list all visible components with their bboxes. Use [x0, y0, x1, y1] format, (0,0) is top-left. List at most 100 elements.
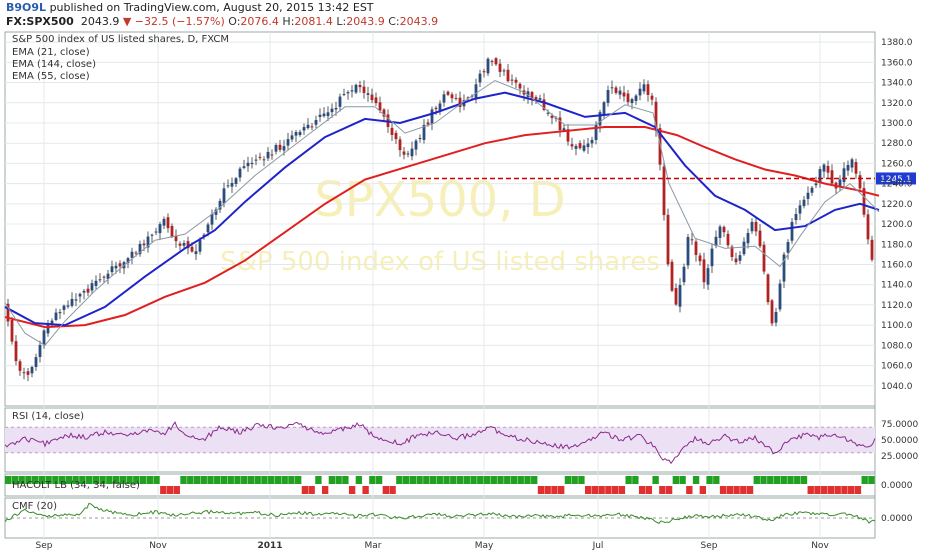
ema-55-path	[4, 91, 880, 327]
open-value: 2076.4	[240, 15, 279, 28]
candle-body	[322, 113, 326, 117]
price-tick-label: 1180.0	[881, 240, 913, 250]
candle-body	[66, 305, 70, 307]
candle-body	[746, 232, 750, 244]
published-text: published on TradingView.com, August 20,…	[49, 1, 374, 14]
candle-body	[654, 101, 658, 130]
candle-body	[314, 119, 318, 125]
hacolt-bar-down	[166, 486, 174, 494]
hacolt-bar-down	[719, 486, 727, 494]
hacolt-bar-up	[274, 476, 282, 484]
candle-body	[618, 90, 622, 95]
candle-body	[258, 156, 262, 158]
hacolt-bar-up	[794, 476, 801, 484]
candle-body	[30, 367, 34, 374]
hacolt-bar-up	[524, 476, 531, 484]
candle-body	[510, 79, 514, 81]
candle-body	[218, 200, 222, 210]
hacolt-bar-up	[409, 476, 416, 484]
hacolt-bar-down	[841, 486, 848, 494]
cmf-path	[4, 502, 876, 524]
candle-body	[74, 299, 78, 301]
hacolt-bar-up	[800, 476, 808, 484]
candle-body	[254, 159, 258, 161]
hacolt-bar-up	[672, 476, 680, 484]
hacolt-bar-down	[834, 486, 841, 494]
candle-body	[98, 279, 102, 281]
candle-body	[82, 290, 86, 293]
candle-body	[478, 73, 482, 83]
time-tick-label: Jul	[592, 541, 604, 550]
rsi-label[interactable]: RSI (14, close)	[12, 411, 85, 422]
price-tick-label: 1140.0	[881, 281, 913, 291]
candle-body	[90, 283, 94, 291]
hacolt-bar-down	[665, 486, 673, 494]
candle-body	[626, 93, 630, 103]
time-tick-label: Mar	[365, 541, 382, 550]
hacolt-bar-up	[85, 476, 93, 484]
candle-body	[70, 298, 74, 306]
candle-body	[806, 192, 810, 199]
hacolt-bar-down	[598, 486, 605, 494]
watermark-description: S&P 500 index of US listed shares	[220, 247, 660, 277]
candle-body	[850, 159, 854, 168]
candle-body	[394, 132, 398, 140]
candle-body	[178, 243, 182, 246]
candle-body	[630, 99, 634, 104]
hacolt-bar-up	[200, 476, 207, 484]
candle-body	[594, 124, 598, 141]
cmf-label[interactable]: CMF (20)	[12, 501, 58, 512]
legend-ema55[interactable]: EMA (55, close)	[12, 71, 90, 82]
candle-body	[210, 214, 214, 225]
candle-body	[110, 266, 114, 273]
hacolt-bar-up	[564, 476, 572, 484]
high-label: H:	[282, 15, 295, 28]
hacolt-bar-down	[848, 486, 855, 494]
hacolt-label[interactable]: HACOLT LB (34, 34, false)	[12, 480, 140, 491]
candle-body	[698, 255, 702, 262]
legend-ema144[interactable]: EMA (144, close)	[12, 59, 96, 70]
candle-body	[450, 94, 454, 99]
candle-body	[6, 303, 10, 322]
hacolt-bar-up	[38, 476, 46, 484]
hacolt-bar-up	[450, 476, 457, 484]
hacolt-bar-up	[261, 476, 268, 484]
hacolt-bar-up	[355, 476, 363, 484]
hacolt-bar-up	[713, 476, 720, 484]
candle-body	[606, 90, 610, 103]
candle-body	[742, 241, 746, 255]
hacolt-bar-up	[416, 476, 423, 484]
time-axis[interactable]: Sep Nov 2011 Mar May Jul Sep Nov	[36, 541, 830, 550]
candle-body	[358, 85, 362, 88]
candle-body	[250, 162, 254, 165]
hacolt-bar-up	[214, 476, 221, 484]
author-name[interactable]: B9O9L	[6, 1, 47, 14]
hacolt-bar-up	[767, 476, 774, 484]
legend-ema21[interactable]: EMA (21, close)	[12, 47, 90, 58]
resistance-level[interactable]: 1245.1	[402, 172, 916, 185]
hacolt-bar-up	[443, 476, 450, 484]
hacolt-bar-up	[868, 476, 875, 484]
hacolt-bar-down	[558, 486, 565, 494]
hacolt-bar-up	[180, 476, 187, 484]
hacolt-bars: 0.0000	[5, 476, 913, 494]
candle-body	[506, 69, 510, 82]
candle-body	[434, 107, 438, 110]
candle-body	[782, 254, 786, 282]
hacolt-bar-up	[5, 476, 12, 484]
candle-body	[602, 102, 606, 115]
hacolt-bar-up	[531, 476, 538, 484]
candle-body	[486, 58, 490, 74]
hacolt-bar-up	[133, 476, 140, 484]
candle-body	[302, 127, 306, 131]
rsi-tick-label: 75.0000	[881, 420, 918, 430]
candle-body	[326, 112, 330, 117]
hacolt-bar-down	[726, 486, 733, 494]
hacolt-bar-up	[571, 476, 578, 484]
hacolt-bar-up	[281, 476, 288, 484]
candle-body	[294, 132, 298, 136]
candle-body	[706, 268, 710, 285]
price-axis[interactable]: 1040.0 1060.0 1080.0 1100.0 1120.0 1140.0 1160…	[881, 38, 913, 392]
price-tick-label: 1040.0	[881, 382, 913, 392]
